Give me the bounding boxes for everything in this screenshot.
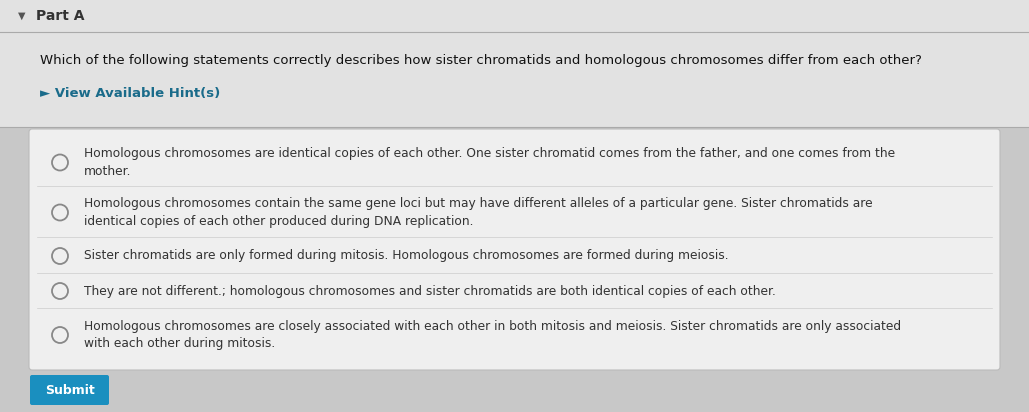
Text: Homologous chromosomes contain the same gene loci but may have different alleles: Homologous chromosomes contain the same …: [84, 197, 873, 228]
FancyBboxPatch shape: [30, 375, 109, 405]
Bar: [0, 0, 1029, 32]
Text: Submit: Submit: [44, 384, 95, 396]
Text: Part A: Part A: [36, 9, 84, 23]
Text: Sister chromatids are only formed during mitosis. Homologous chromosomes are for: Sister chromatids are only formed during…: [84, 250, 729, 262]
Text: They are not different.; homologous chromosomes and sister chromatids are both i: They are not different.; homologous chro…: [84, 285, 776, 297]
Text: ▼: ▼: [17, 11, 26, 21]
Text: Which of the following statements correctly describes how sister chromatids and : Which of the following statements correc…: [40, 54, 922, 67]
Text: Homologous chromosomes are identical copies of each other. One sister chromatid : Homologous chromosomes are identical cop…: [84, 147, 895, 178]
Text: Homologous chromosomes are closely associated with each other in both mitosis an: Homologous chromosomes are closely assoc…: [84, 320, 901, 350]
Text: ► View Available Hint(s): ► View Available Hint(s): [40, 87, 220, 100]
Bar: [0, 372, 1029, 412]
FancyBboxPatch shape: [29, 129, 1000, 370]
Bar: [0, 32, 1029, 127]
